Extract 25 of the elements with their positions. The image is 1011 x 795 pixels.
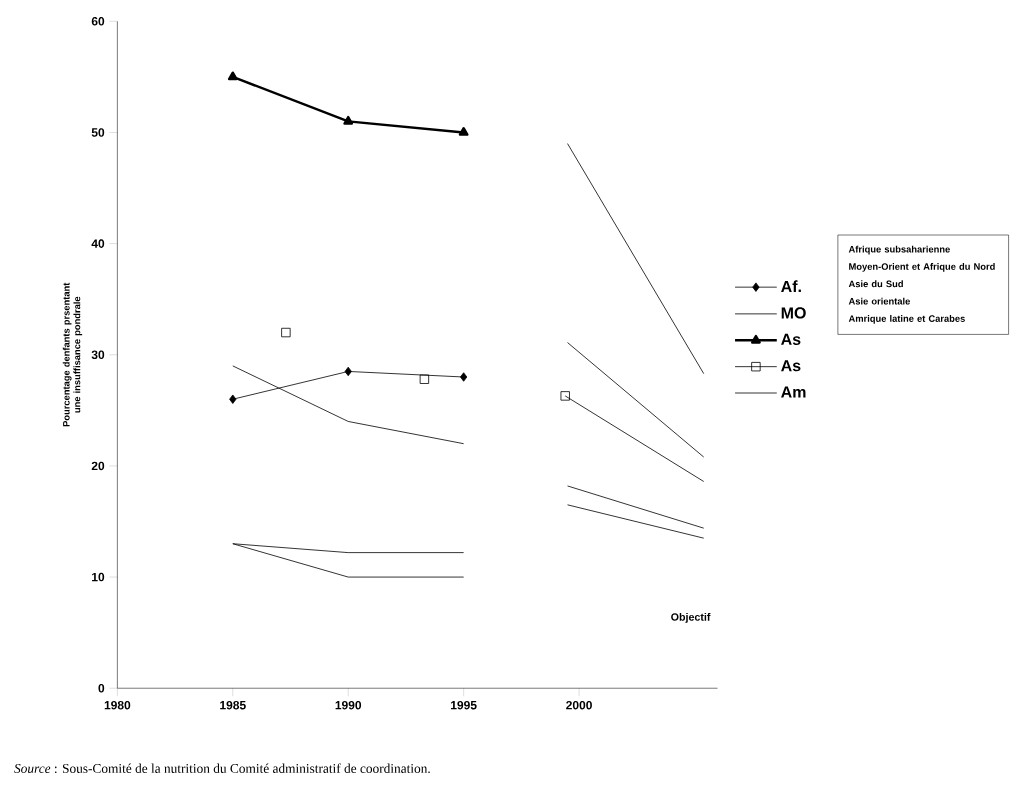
x-tick-label: 2000 bbox=[566, 700, 592, 710]
text: Source : Sous-Comité de la nutrition du Comité administratif de coordination. bbox=[14, 763, 430, 774]
x-tick-label: 1980 bbox=[104, 700, 131, 710]
y-tick-label: 30 bbox=[91, 350, 105, 360]
legend-label: As bbox=[781, 360, 801, 372]
x-tick-label: 1985 bbox=[220, 700, 246, 710]
legend-label: Af. bbox=[781, 280, 801, 292]
y-tick-label: 40 bbox=[91, 239, 105, 248]
text: Asie du Sud bbox=[848, 280, 903, 288]
annotation: Objectif bbox=[671, 612, 711, 623]
text: Afrique subsaharienne bbox=[848, 245, 950, 255]
y-tick-label: 50 bbox=[91, 128, 105, 137]
text: Moyen-Orient et Afrique du Nord bbox=[849, 263, 995, 272]
legend-label: Am bbox=[781, 386, 806, 398]
text: Amrique latine et Carabes bbox=[848, 315, 965, 324]
y-tick-label: 0 bbox=[98, 684, 105, 693]
x-tick-label: 1990 bbox=[335, 700, 362, 710]
legend-label: MO bbox=[781, 307, 806, 319]
legend-label: As bbox=[781, 333, 801, 345]
y-axis-title: Pourcentage denfants prsentant une insuffisance pondrale bbox=[62, 282, 83, 427]
x-tick-label: 1995 bbox=[451, 700, 477, 710]
text: Asie orientale bbox=[848, 297, 910, 305]
y-tick-label: 60 bbox=[91, 17, 105, 26]
y-tick-label: 10 bbox=[92, 572, 105, 582]
y-tick-label: 20 bbox=[91, 461, 105, 471]
